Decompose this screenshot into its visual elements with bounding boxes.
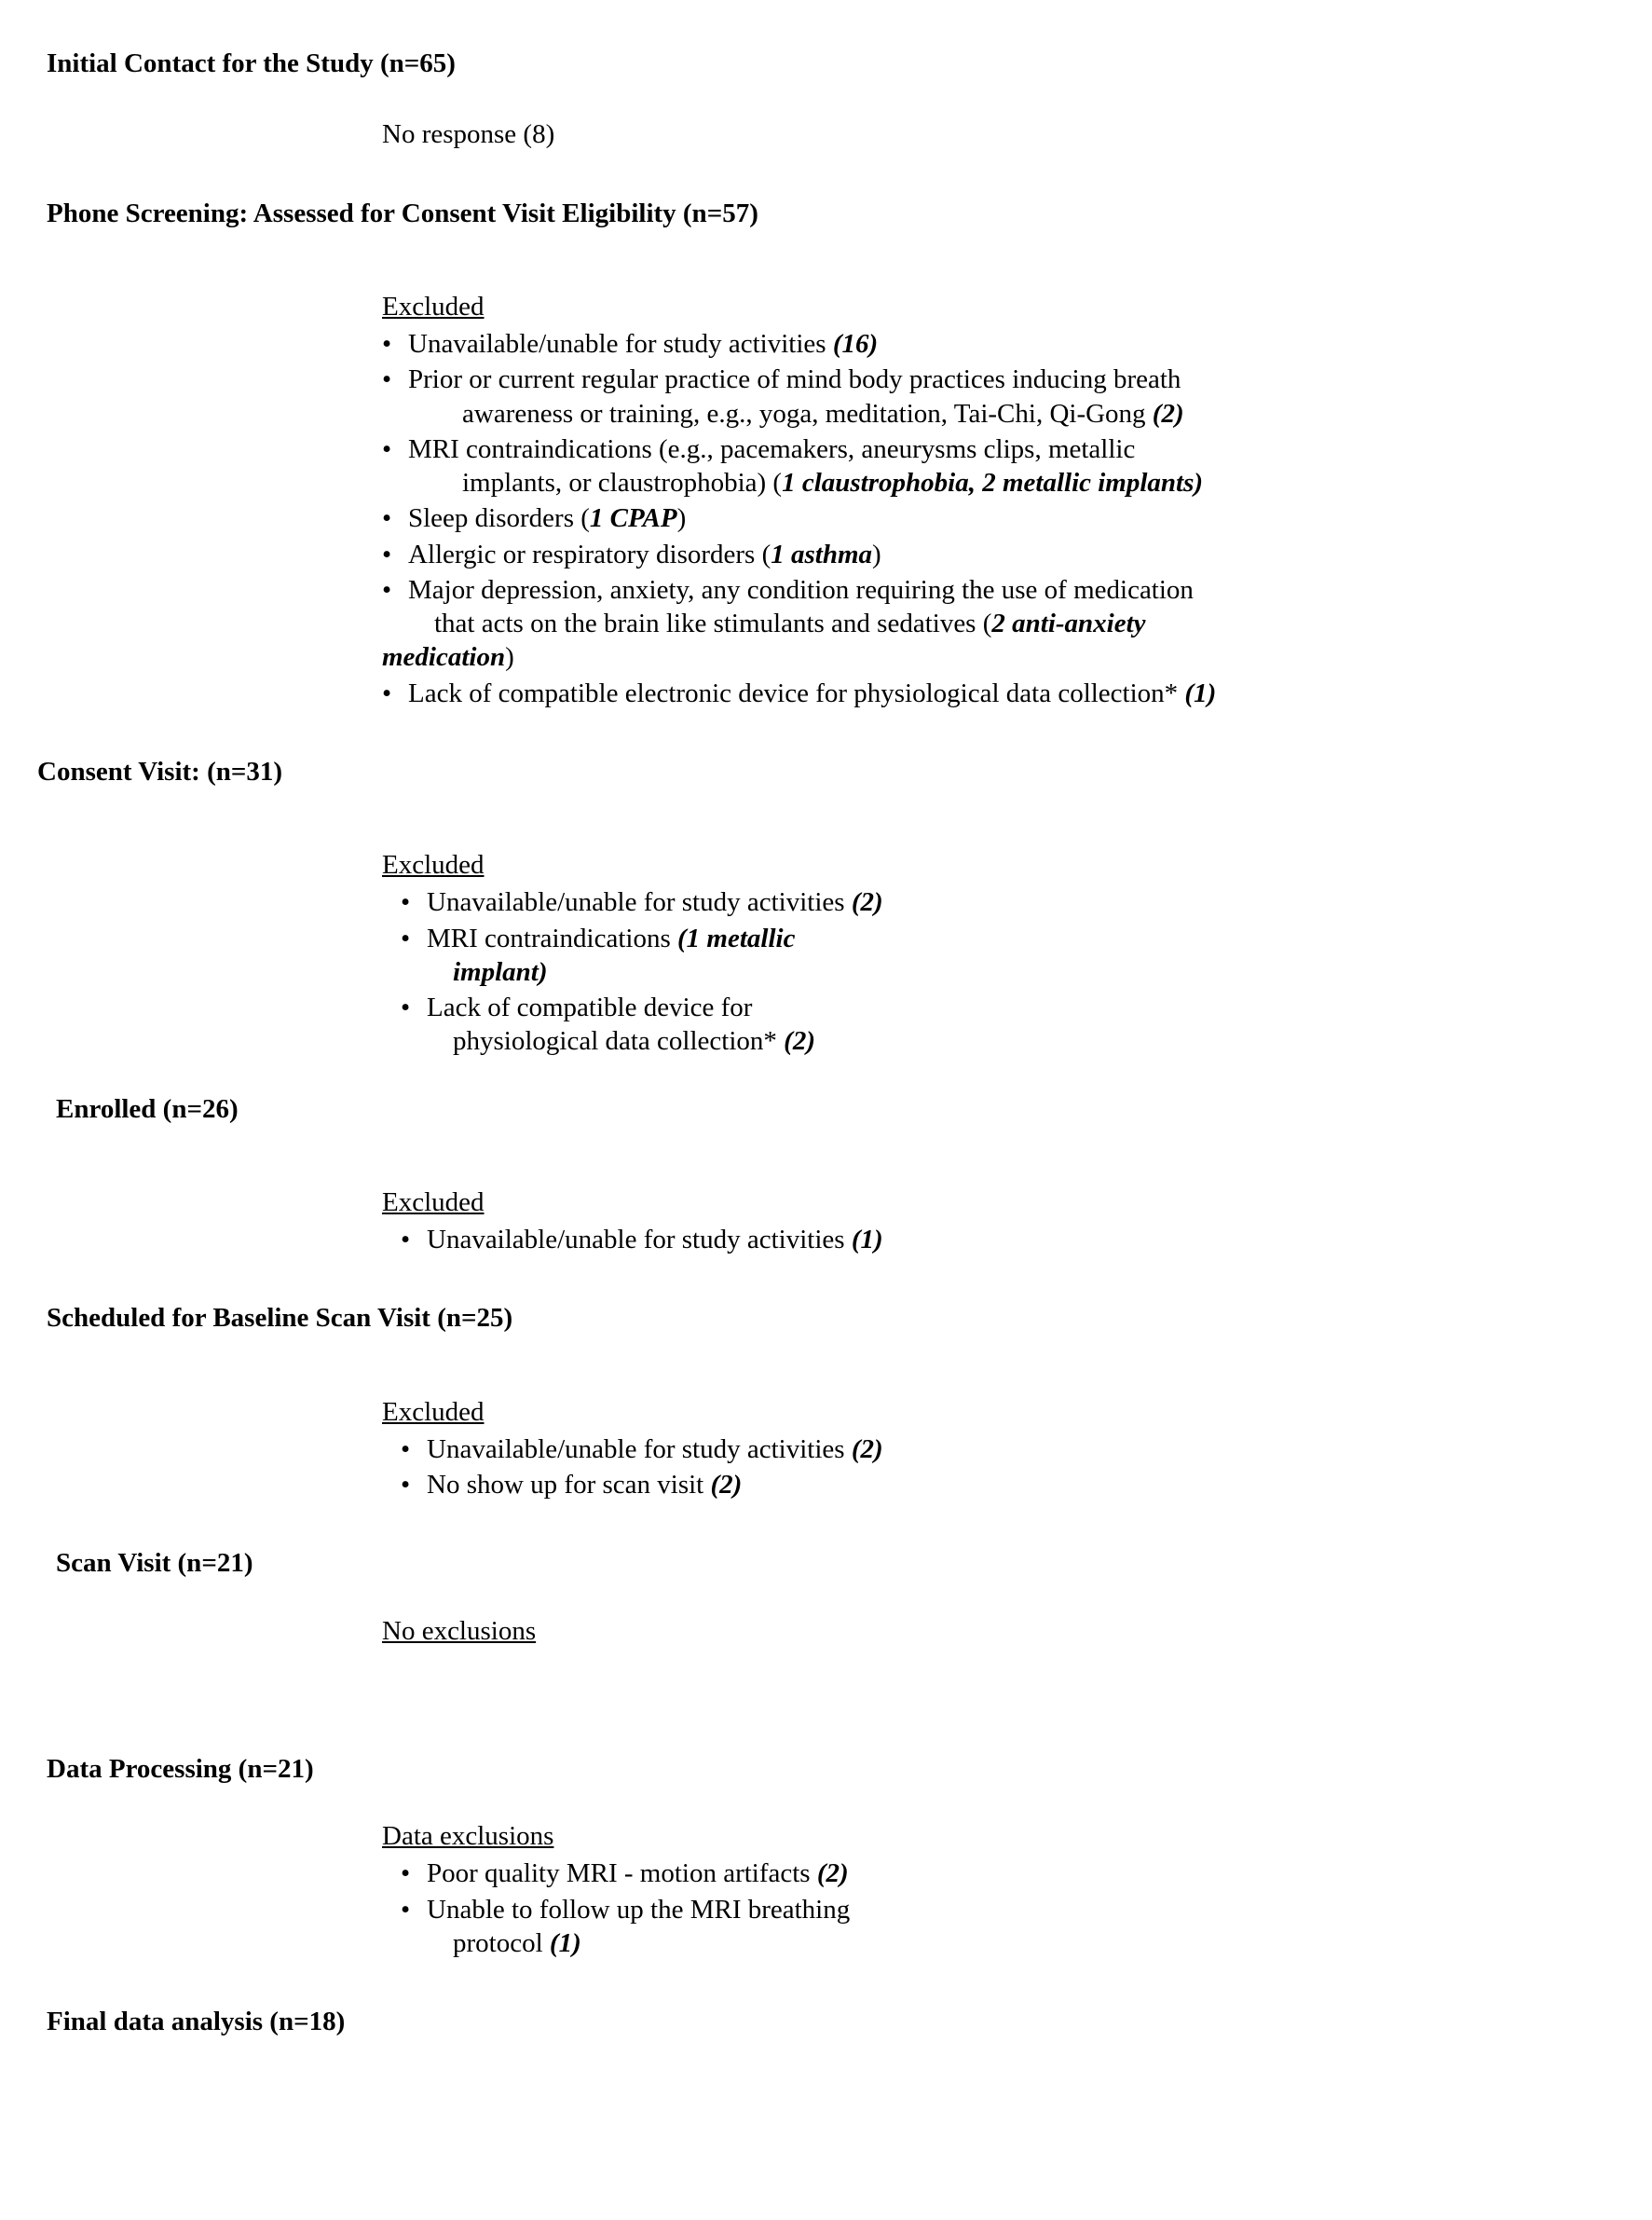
excluded-label: Excluded xyxy=(382,1395,1593,1429)
stage-phone-screening-heading: Phone Screening: Assessed for Consent Vi… xyxy=(47,197,1605,230)
list-item: Allergic or respiratory disorders (1 ast… xyxy=(382,538,1593,571)
stage-final-heading: Final data analysis (n=18) xyxy=(47,2005,1605,2038)
item-text: Unavailable/unable for study activities xyxy=(427,887,852,917)
item-text: Unavailable/unable for study activities xyxy=(427,1434,852,1464)
excluded-label: Excluded xyxy=(382,848,1593,882)
item-count: (2) xyxy=(852,1434,883,1464)
stage-enrolled-heading: Enrolled (n=26) xyxy=(56,1092,1605,1126)
data-processing-exclusion-block: Data exclusions Poor quality MRI - motio… xyxy=(382,1819,1593,1960)
item-text: Prior or current regular practice of min… xyxy=(408,364,1181,394)
list-item: Major depression, anxiety, any condition… xyxy=(382,573,1593,675)
item-count: (1) xyxy=(550,1928,581,1958)
baseline-scan-exclusion-block: Excluded Unavailable/unable for study ac… xyxy=(382,1395,1593,1502)
item-text: Sleep disorders ( xyxy=(408,503,590,533)
item-count: 2 anti-anxiety xyxy=(991,609,1145,638)
list-item: No show up for scan visit (2) xyxy=(401,1468,1593,1501)
item-count: 1 asthma xyxy=(771,540,872,569)
item-count: (2) xyxy=(817,1858,849,1888)
item-text-cont: that acts on the brain like stimulants a… xyxy=(434,609,991,638)
initial-contact-note: No response (8) xyxy=(382,117,1605,151)
exclusion-list: Unavailable/unable for study activities … xyxy=(382,1223,1593,1256)
item-count-cont: implant) xyxy=(453,957,548,987)
enrolled-exclusion-block: Excluded Unavailable/unable for study ac… xyxy=(382,1185,1593,1257)
item-count: (2) xyxy=(1153,399,1184,429)
list-item: Prior or current regular practice of min… xyxy=(382,363,1593,431)
list-item: Unavailable/unable for study activities … xyxy=(401,1432,1593,1466)
item-text-cont: physiological data collection* xyxy=(453,1026,784,1056)
exclusion-list: Poor quality MRI - motion artifacts (2) … xyxy=(382,1857,1593,1960)
item-count: 1 CPAP xyxy=(590,503,677,533)
stage-baseline-scan-heading: Scheduled for Baseline Scan Visit (n=25) xyxy=(47,1301,1605,1335)
list-item: Lack of compatible device for physiologi… xyxy=(401,991,1593,1059)
excluded-label: Excluded xyxy=(382,290,1593,323)
scan-visit-exclusion-block: No exclusions xyxy=(382,1614,1593,1648)
item-count-cont: medication xyxy=(382,642,505,672)
item-text-tail: ) xyxy=(872,540,881,569)
item-text-cont: protocol xyxy=(453,1928,550,1958)
list-item: Unavailable/unable for study activities … xyxy=(401,885,1593,919)
phone-screening-exclusion-block: Excluded Unavailable/unable for study ac… xyxy=(382,290,1593,710)
item-text: Major depression, anxiety, any condition… xyxy=(408,575,1194,605)
item-text: Unavailable/unable for study activities xyxy=(427,1225,852,1254)
item-text-tail: ) xyxy=(505,642,514,672)
stage-consent-visit-heading: Consent Visit: (n=31) xyxy=(37,755,1605,788)
item-count: (1) xyxy=(1184,678,1216,708)
list-item: Poor quality MRI - motion artifacts (2) xyxy=(401,1857,1593,1890)
exclusion-list: Unavailable/unable for study activities … xyxy=(382,1432,1593,1502)
list-item: MRI contraindications (1 metallic implan… xyxy=(401,922,1593,990)
item-text-cont: implants, or claustrophobia) ( xyxy=(462,468,782,498)
item-text-tail: ) xyxy=(677,503,687,533)
exclusion-list: Unavailable/unable for study activities … xyxy=(382,885,1593,1058)
data-exclusions-label: Data exclusions xyxy=(382,1819,1593,1853)
item-text: Unavailable/unable for study activities xyxy=(408,329,833,359)
item-count: (2) xyxy=(852,887,883,917)
item-count: 1 claustrophobia, 2 metallic implants) xyxy=(782,468,1203,498)
item-text: No show up for scan visit xyxy=(427,1470,710,1500)
item-text: Poor quality MRI - motion artifacts xyxy=(427,1858,817,1888)
no-exclusions-label: No exclusions xyxy=(382,1614,1593,1648)
list-item: Unavailable/unable for study activities … xyxy=(401,1223,1593,1256)
item-count: (2) xyxy=(784,1026,815,1056)
excluded-label: Excluded xyxy=(382,1185,1593,1219)
item-count: (1) xyxy=(852,1225,883,1254)
list-item: MRI contraindications (e.g., pacemakers,… xyxy=(382,432,1593,500)
exclusion-list: Unavailable/unable for study activities … xyxy=(382,327,1593,710)
stage-initial-contact-heading: Initial Contact for the Study (n=65) xyxy=(47,47,1605,80)
item-text-cont: awareness or training, e.g., yoga, medit… xyxy=(462,399,1153,429)
item-text: Unable to follow up the MRI breathing xyxy=(427,1895,850,1925)
stage-data-processing-heading: Data Processing (n=21) xyxy=(47,1752,1605,1786)
item-text: Allergic or respiratory disorders ( xyxy=(408,540,771,569)
item-text: Lack of compatible electronic device for… xyxy=(408,678,1184,708)
item-text: MRI contraindications (e.g., pacemakers,… xyxy=(408,434,1135,464)
list-item: Lack of compatible electronic device for… xyxy=(382,677,1593,710)
item-count: (16) xyxy=(833,329,878,359)
list-item: Sleep disorders (1 CPAP) xyxy=(382,501,1593,535)
consent-visit-exclusion-block: Excluded Unavailable/unable for study ac… xyxy=(382,848,1593,1059)
item-count: (1 metallic xyxy=(677,924,795,953)
item-text: Lack of compatible device for xyxy=(427,993,752,1022)
stage-scan-visit-heading: Scan Visit (n=21) xyxy=(56,1546,1605,1580)
item-text: MRI contraindications xyxy=(427,924,677,953)
item-count: (2) xyxy=(710,1470,742,1500)
list-item: Unavailable/unable for study activities … xyxy=(382,327,1593,361)
list-item: Unable to follow up the MRI breathing pr… xyxy=(401,1893,1593,1961)
